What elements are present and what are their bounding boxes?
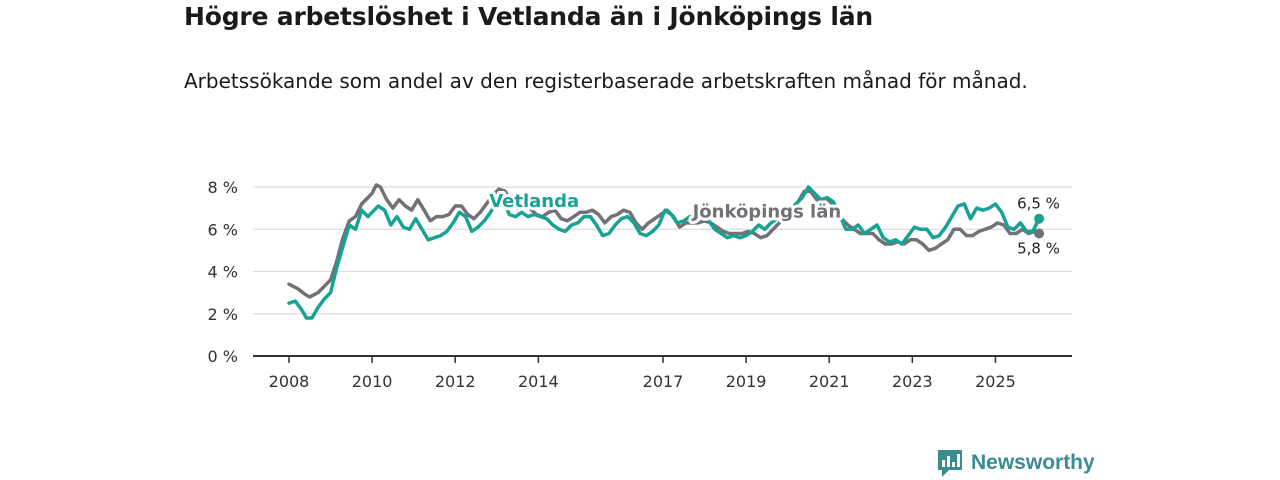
end-point-jonkopings-lan xyxy=(1034,228,1045,239)
series-line-jonkopings-lan xyxy=(287,183,1041,299)
y-tick-label: 8 % xyxy=(208,178,238,197)
end-label-jonkopings-lan: 5,8 % xyxy=(1017,239,1060,257)
y-tick-label: 0 % xyxy=(208,347,238,366)
brand-name: Newsworthy xyxy=(971,451,1095,474)
x-tick-label: 2008 xyxy=(269,372,310,391)
x-tick-label: 2021 xyxy=(809,372,850,391)
x-tick-label: 2025 xyxy=(975,372,1016,391)
line-chart: 0 % 2 % 4 % 6 % 8 % 2008 2010 2012 2014 2017 2019 2… xyxy=(208,178,1072,391)
chart-subtitle: Arbetssökande som andel av den registerb… xyxy=(184,69,1028,93)
x-tick-label: 2017 xyxy=(643,372,684,391)
newsworthy-brand: Newsworthy xyxy=(936,448,1095,478)
y-tick-label: 4 % xyxy=(208,263,238,282)
series-line-vetlanda xyxy=(287,185,1041,320)
y-tick-label: 2 % xyxy=(208,305,238,324)
end-point-vetlanda xyxy=(1034,213,1045,224)
x-tick-label: 2014 xyxy=(518,372,559,391)
end-label-vetlanda: 6,5 % xyxy=(1017,195,1060,213)
x-tick-label: 2023 xyxy=(892,372,933,391)
x-tick-label: 2010 xyxy=(352,372,393,391)
x-tick-label: 2019 xyxy=(726,372,767,391)
series-annotation-jonkopings-lan: Jönköpings län xyxy=(691,202,842,223)
chart-title: Högre arbetslöshet i Vetlanda än i Jönkö… xyxy=(184,2,873,31)
x-tick-label: 2012 xyxy=(435,372,476,391)
newsworthy-logo-icon xyxy=(938,450,962,477)
series-annotation-vetlanda: Vetlanda xyxy=(489,191,579,212)
y-tick-label: 6 % xyxy=(208,220,238,239)
